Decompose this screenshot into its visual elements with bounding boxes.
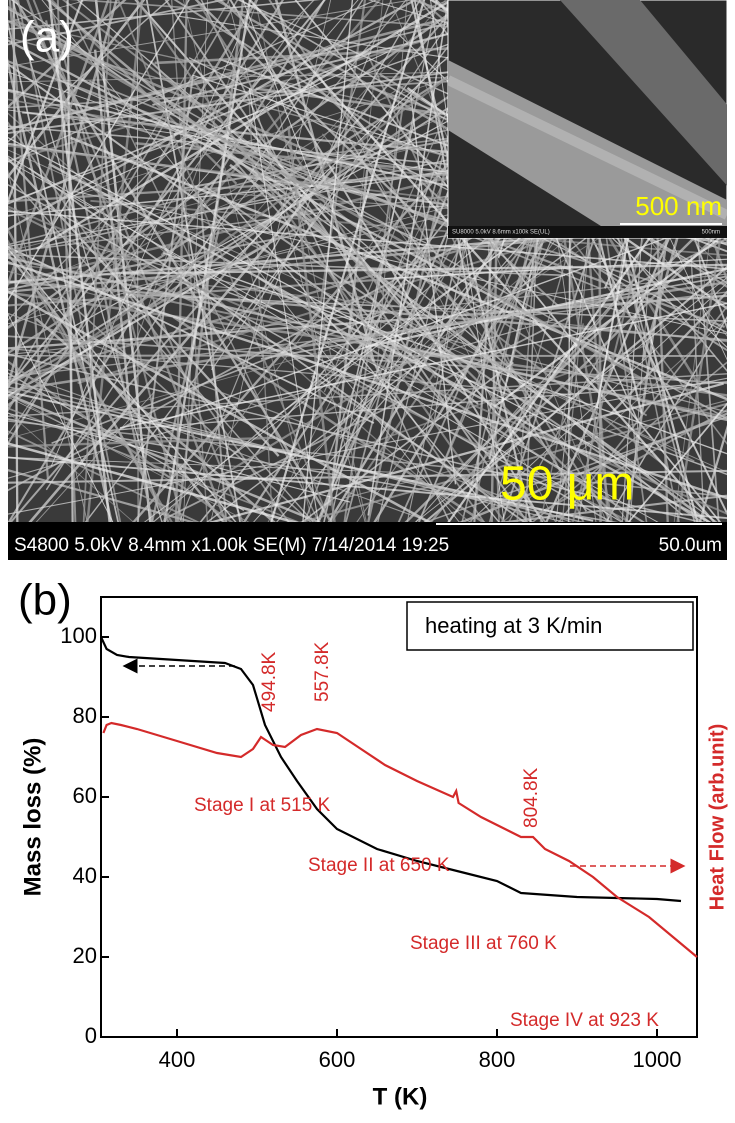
y-tick-label: 80: [73, 703, 97, 728]
y-tick-label: 60: [73, 783, 97, 808]
bar-label: 50.0um: [659, 535, 722, 556]
annotation: Stage IV at 923 K: [510, 1010, 659, 1031]
inset-info: SU8000 5.0kV 8.6mm x100k SE(UL): [452, 230, 550, 236]
x-tick-label: 800: [479, 1047, 516, 1072]
x-tick-label: 1000: [633, 1047, 682, 1072]
y-tick-label: 40: [73, 863, 97, 888]
x-axis-label: T (K): [373, 1083, 428, 1110]
annotation: 494.8K: [259, 651, 280, 712]
annotation: Stage II at 650 K: [308, 855, 450, 876]
inset-scale: 500 nm: [635, 191, 722, 221]
panel-a-label: (a): [20, 13, 74, 62]
y-axis-label: Mass loss (%): [19, 738, 46, 897]
inset-bar-label: 500nm: [702, 230, 720, 236]
annotation: Stage I at 515 K: [194, 795, 331, 816]
panel-b-label: (b): [18, 576, 72, 625]
y-tick-label: 0: [85, 1023, 97, 1048]
legend-text: heating at 3 K/min: [425, 613, 602, 638]
scale-label: 50 μm: [500, 458, 634, 511]
x-tick-label: 600: [319, 1047, 356, 1072]
annotation: Stage III at 760 K: [410, 933, 557, 954]
y-tick-label: 100: [60, 623, 97, 648]
x-tick-label: 400: [159, 1047, 196, 1072]
sem-info: S4800 5.0kV 8.4mm x1.00k SE(M) 7/14/2014…: [14, 535, 449, 556]
y2-axis-label: Heat Flow (arb.unit): [706, 724, 728, 911]
annotation: 557.8K: [312, 641, 333, 702]
plot-frame: [101, 597, 697, 1037]
data-line: [103, 723, 697, 957]
y-tick-label: 20: [73, 943, 97, 968]
annotation: 804.8K: [521, 767, 542, 828]
figure: SU8000 5.0kV 8.6mm x100k SE(UL) 500nm 50…: [0, 0, 735, 1118]
fiber: [0, 355, 715, 356]
